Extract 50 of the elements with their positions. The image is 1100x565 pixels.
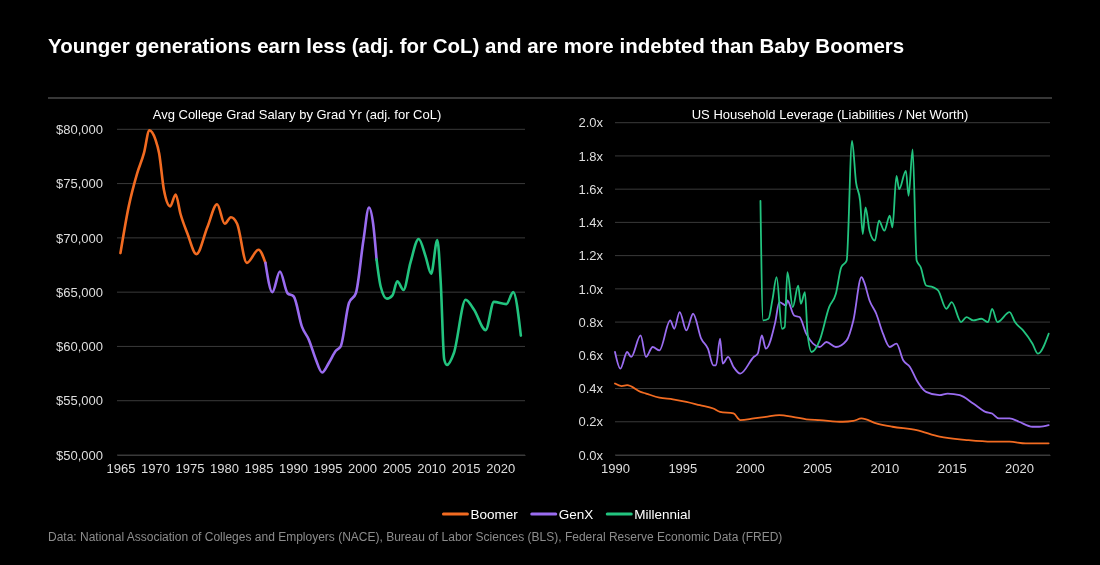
x-tick-label: 2000 <box>735 461 765 477</box>
x-tick-label: 2015 <box>937 461 967 477</box>
chart-title: Avg College Grad Salary by Grad Yr (adj. for CoL) <box>152 107 442 122</box>
x-tick-label: 2005 <box>382 461 412 477</box>
y-tick-label: $60,000 <box>56 339 103 355</box>
x-tick-label: 1995 <box>668 461 698 477</box>
y-tick-label: $75,000 <box>56 176 103 192</box>
y-tick-label: $80,000 <box>56 121 103 137</box>
legend-label: GenX <box>558 507 594 522</box>
x-tick-label: 1985 <box>244 461 274 477</box>
y-tick-label: 0.4x <box>578 381 604 397</box>
y-tick-label: 0.8x <box>578 314 604 330</box>
x-tick-label: 2010 <box>870 461 900 477</box>
y-tick-label: $55,000 <box>56 393 103 409</box>
y-tick-label: 0.6x <box>578 347 604 363</box>
y-tick-label: 1.2x <box>578 248 604 264</box>
x-tick-label: 2000 <box>348 461 378 477</box>
y-tick-label: 1.6x <box>578 181 604 197</box>
y-tick-label: $65,000 <box>56 284 103 300</box>
legend-label: Millennial <box>634 507 691 522</box>
text: Younger generations earn less (adj. for CoL) and are more indebted than Baby Boomers <box>48 34 905 57</box>
x-tick-label: 1990 <box>279 461 308 477</box>
line-series <box>759 140 1050 355</box>
y-tick-label: $50,000 <box>56 447 103 463</box>
line-series <box>119 129 267 265</box>
chart-title: US Household Leverage (Liabilities / Net Worth) <box>691 107 969 122</box>
x-tick-label: 2005 <box>803 461 832 477</box>
x-tick-label: 2020 <box>486 461 516 477</box>
legend-label: Boomer <box>470 507 519 522</box>
line-series <box>375 237 523 367</box>
x-tick-label: 2020 <box>1005 461 1034 477</box>
y-tick-label: 1.0x <box>578 281 604 297</box>
line-series <box>264 206 378 374</box>
y-tick-label: $70,000 <box>56 230 103 246</box>
y-tick-label: 0.2x <box>578 414 604 430</box>
line-series <box>614 382 1050 445</box>
line-series <box>614 276 1050 428</box>
text: Data: National Association of Colleges and Employers (NACE), Bureau of Labor Sciences (BLS), Federal Reserve Economic Data (FRED) <box>48 530 783 544</box>
x-tick-label: 1990 <box>601 461 630 477</box>
x-tick-label: 2010 <box>417 461 447 477</box>
x-tick-label: 1970 <box>141 461 170 477</box>
x-tick-label: 2015 <box>451 461 481 477</box>
y-tick-label: 1.8x <box>578 148 604 164</box>
x-tick-label: 1965 <box>106 461 136 477</box>
x-tick-label: 1995 <box>313 461 343 477</box>
x-tick-label: 1980 <box>210 461 239 477</box>
y-tick-label: 2.0x <box>578 115 604 131</box>
y-tick-label: 0.0x <box>578 447 604 463</box>
x-tick-label: 1975 <box>175 461 205 477</box>
y-tick-label: 1.4x <box>578 215 604 231</box>
